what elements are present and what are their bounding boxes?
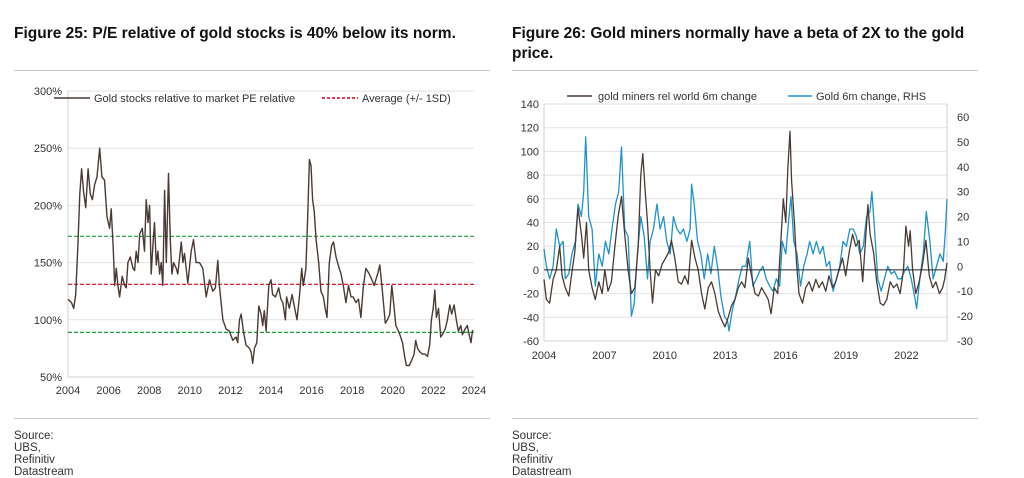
y-tick-label: -40 [523, 312, 539, 324]
x-tick-label: 2013 [713, 350, 737, 362]
figure-25-source: Source: UBS, Refinitiv Datastream [14, 430, 74, 478]
x-tick-label: 2012 [218, 385, 242, 397]
y-tick-label: 60 [527, 194, 539, 206]
y-tick-label: 100% [34, 315, 62, 327]
x-tick-label: 2010 [178, 385, 202, 397]
x-tick-label: 2014 [259, 385, 283, 397]
y2-tick-label: 40 [957, 162, 969, 174]
y-tick-label: 140 [521, 99, 539, 111]
x-tick-label: 2016 [299, 385, 323, 397]
y-tick-label: 40 [527, 218, 539, 230]
y2-tick-label: -10 [957, 286, 973, 298]
x-tick-label: 2018 [340, 385, 364, 397]
legend-label-average: Average (+/- 1SD) [362, 93, 451, 105]
series-line-gold-miners-rel-world [543, 130, 948, 328]
x-tick-label: 2019 [834, 350, 858, 362]
y-tick-label: 150% [34, 258, 62, 270]
figure-26-title: Figure 26: Gold miners normally have a b… [512, 25, 965, 62]
y-tick-label: 100 [521, 146, 539, 158]
y-tick-label: -20 [523, 289, 539, 301]
y-tick-label: 300% [34, 86, 62, 98]
x-tick-label: 2004 [532, 350, 556, 362]
y-tick-label: 0 [533, 265, 539, 277]
y-tick-label: -60 [523, 336, 539, 348]
legend-label-gold-6m: Gold 6m change, RHS [816, 91, 926, 103]
x-tick-label: 2020 [381, 385, 405, 397]
y2-tick-label: 60 [957, 112, 969, 124]
y-tick-label: 250% [34, 143, 62, 155]
y2-tick-label: 20 [957, 212, 969, 224]
y2-tick-label: 50 [957, 137, 969, 149]
figure-25-title: Figure 25: P/E relative of gold stocks i… [14, 25, 456, 42]
divider [14, 418, 490, 419]
y-tick-label: 50% [40, 372, 62, 384]
y2-tick-label: -20 [957, 311, 973, 323]
legend-label-gold-stocks: Gold stocks relative to market PE relati… [94, 93, 295, 105]
legend-label-gold-miners: gold miners rel world 6m change [598, 91, 757, 103]
y-tick-label: 200% [34, 200, 62, 212]
x-tick-label: 2008 [137, 385, 161, 397]
x-tick-label: 2010 [653, 350, 677, 362]
series-line-gold-6m-change [543, 136, 948, 332]
y2-tick-label: 0 [957, 261, 963, 273]
y-tick-label: 80 [527, 170, 539, 182]
x-tick-label: 2004 [56, 385, 80, 397]
y2-tick-label: -30 [957, 336, 973, 348]
x-tick-label: 2006 [96, 385, 120, 397]
y-tick-label: 20 [527, 241, 539, 253]
divider [512, 70, 978, 71]
x-tick-label: 2022 [421, 385, 445, 397]
y-tick-label: 120 [521, 123, 539, 135]
y2-tick-label: 30 [957, 187, 969, 199]
x-tick-label: 2024 [462, 385, 486, 397]
series-line-gold-stocks-pe-relative [67, 147, 474, 367]
figure-26-source: Source: UBS, Refinitiv Datastream [512, 430, 572, 478]
divider [512, 418, 978, 419]
x-tick-label: 2022 [894, 350, 918, 362]
divider [14, 70, 490, 71]
y2-tick-label: 10 [957, 236, 969, 248]
x-tick-label: 2016 [773, 350, 797, 362]
x-tick-label: 2007 [592, 350, 616, 362]
